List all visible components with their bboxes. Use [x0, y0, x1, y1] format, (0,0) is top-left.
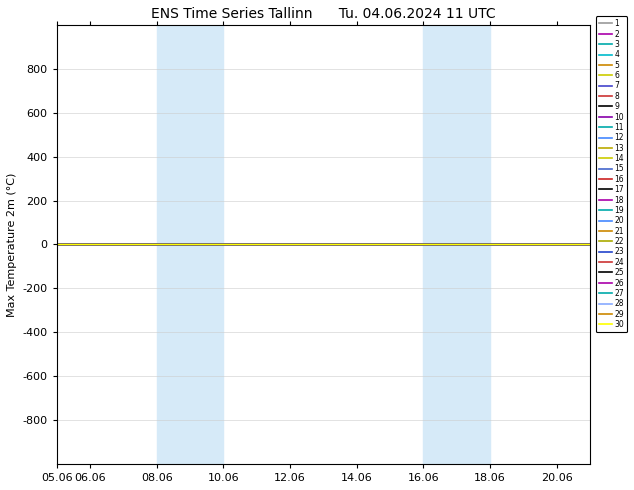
Y-axis label: Max Temperature 2m (°C): Max Temperature 2m (°C) — [7, 172, 17, 317]
Title: ENS Time Series Tallinn      Tu. 04.06.2024 11 UTC: ENS Time Series Tallinn Tu. 04.06.2024 1… — [151, 7, 496, 21]
Bar — [157, 25, 223, 464]
Legend: 1, 2, 3, 4, 5, 6, 7, 8, 9, 10, 11, 12, 13, 14, 15, 16, 17, 18, 19, 20, 21, 22, 2: 1, 2, 3, 4, 5, 6, 7, 8, 9, 10, 11, 12, 1… — [595, 16, 628, 332]
Bar — [424, 25, 490, 464]
